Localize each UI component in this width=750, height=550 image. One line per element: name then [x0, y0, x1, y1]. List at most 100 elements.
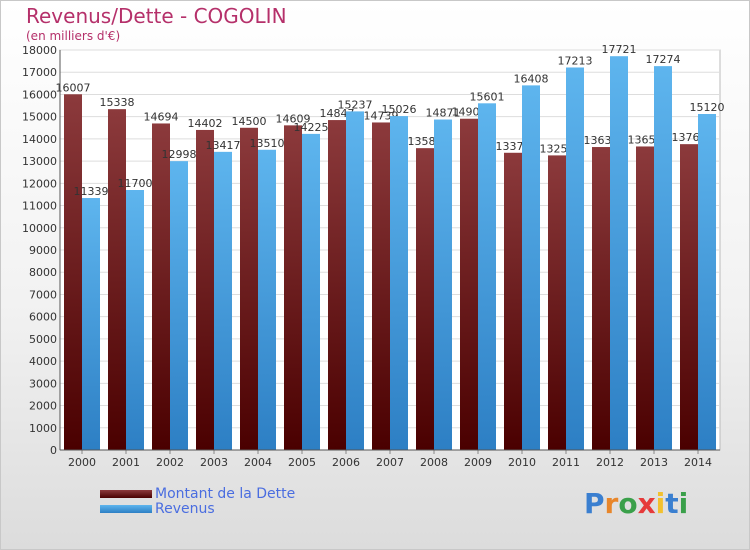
x-tick-label: 2002: [156, 456, 184, 469]
data-label: 15026: [382, 103, 417, 116]
y-tick-label: 10000: [22, 222, 57, 235]
data-label: 13257: [540, 142, 575, 155]
bar-revenus: [522, 85, 540, 450]
bar-dette: [548, 155, 566, 450]
x-tick-label: 2004: [244, 456, 272, 469]
x-tick-label: 2005: [288, 456, 316, 469]
legend-label-dette: Montant de la Dette: [155, 486, 296, 502]
data-label: 15338: [100, 96, 135, 109]
legend-swatch-dette: [100, 490, 152, 498]
legend-swatch-revenus: [100, 505, 152, 513]
y-tick-label: 5000: [29, 333, 57, 346]
data-label: 14694: [144, 110, 179, 123]
data-label: 11339: [74, 185, 109, 198]
y-tick-label: 8000: [29, 266, 57, 279]
data-label: 13583: [408, 135, 443, 148]
y-tick-label: 11000: [22, 200, 57, 213]
y-tick-label: 14000: [22, 133, 57, 146]
y-tick-label: 6000: [29, 311, 57, 324]
proxiti-logo: Proxiti: [584, 487, 688, 520]
y-tick-label: 3000: [29, 377, 57, 390]
logo-letter: i: [655, 487, 666, 520]
bar-dette: [240, 127, 258, 451]
y-tick-label: 12000: [22, 177, 57, 190]
chart-title: Revenus/Dette - COGOLIN: [26, 4, 287, 28]
logo-letter: r: [604, 487, 619, 520]
data-label: 15120: [690, 101, 725, 114]
data-label: 14871: [426, 107, 461, 120]
bar-dette: [64, 94, 82, 451]
bar-dette: [460, 118, 478, 450]
bar-dette: [284, 125, 302, 450]
x-tick-label: 2011: [552, 456, 580, 469]
x-tick-label: 2012: [596, 456, 624, 469]
y-tick-label: 13000: [22, 155, 57, 168]
bar-revenus: [82, 198, 100, 450]
data-label: 13510: [250, 137, 285, 150]
logo-letter: o: [618, 487, 638, 520]
logo-letter: t: [665, 487, 679, 520]
data-label: 15601: [470, 90, 505, 103]
data-label: 14739: [364, 109, 399, 122]
bar-dette: [416, 148, 434, 450]
bar-revenus: [126, 190, 144, 450]
y-tick-label: 2000: [29, 400, 57, 413]
data-label: 14609: [276, 112, 311, 125]
bar-dette: [372, 122, 390, 450]
y-tick-label: 16000: [22, 88, 57, 101]
x-tick-label: 2010: [508, 456, 536, 469]
x-tick-label: 2003: [200, 456, 228, 469]
data-label: 13659: [628, 133, 663, 146]
bar-revenus: [214, 151, 232, 450]
x-tick-label: 2001: [112, 456, 140, 469]
y-tick-label: 15000: [22, 111, 57, 124]
data-label: 14500: [232, 115, 267, 128]
data-label: 14847: [320, 107, 355, 120]
bar-dette: [196, 129, 214, 450]
logo-letter: i: [678, 487, 689, 520]
bar-dette: [108, 109, 126, 451]
bar-revenus: [346, 111, 364, 451]
bar-revenus: [302, 133, 320, 450]
bar-revenus: [390, 116, 408, 450]
logo-letter: x: [637, 487, 656, 520]
x-tick-label: 2006: [332, 456, 360, 469]
y-tick-label: 0: [50, 444, 57, 457]
x-tick-label: 2000: [68, 456, 96, 469]
x-tick-label: 2013: [640, 456, 668, 469]
bar-revenus: [566, 67, 584, 450]
data-label: 16408: [514, 72, 549, 85]
y-tick-label: 4000: [29, 355, 57, 368]
bar-dette: [504, 152, 522, 450]
data-label: 17274: [646, 53, 681, 66]
bar-dette: [636, 146, 654, 450]
data-label: 17213: [558, 54, 593, 67]
bar-revenus: [434, 119, 452, 451]
data-label: 16007: [56, 81, 91, 94]
bar-dette: [592, 147, 610, 451]
data-label: 17721: [602, 43, 637, 56]
data-label: 14907: [452, 106, 487, 119]
chart-subtitle: (en milliers d'€): [26, 29, 121, 43]
y-tick-label: 1000: [29, 422, 57, 435]
bar-dette: [152, 123, 170, 450]
bar-revenus: [698, 114, 716, 450]
x-tick-label: 2008: [420, 456, 448, 469]
data-label: 15237: [338, 98, 373, 111]
bar-revenus: [654, 66, 672, 450]
data-label: 11700: [118, 177, 153, 190]
bar-revenus: [258, 149, 276, 450]
bar-revenus: [170, 161, 188, 450]
y-tick-label: 9000: [29, 244, 57, 257]
data-label: 13375: [496, 140, 531, 153]
bar-dette: [680, 144, 698, 450]
logo-letter: P: [584, 487, 605, 520]
data-label: 13633: [584, 134, 619, 147]
y-tick-label: 18000: [22, 44, 57, 57]
data-label: 12998: [162, 148, 197, 161]
bar-revenus: [478, 103, 496, 451]
y-tick-label: 7000: [29, 288, 57, 301]
x-tick-label: 2007: [376, 456, 404, 469]
bar-revenus: [610, 56, 628, 450]
